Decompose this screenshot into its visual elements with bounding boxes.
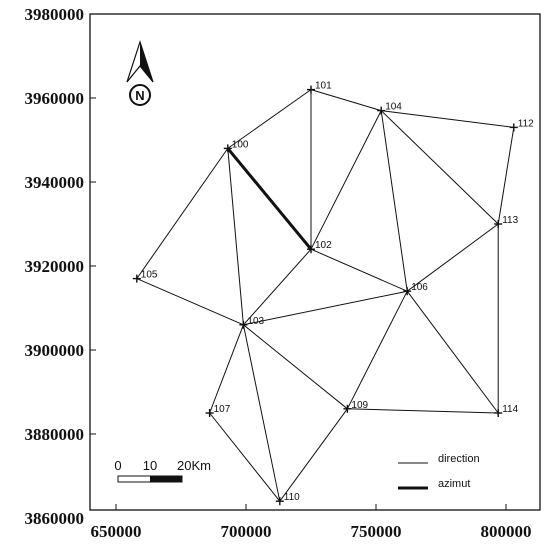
y-tick-label: 3900000	[25, 341, 85, 360]
direction-edge-106-109	[347, 291, 407, 409]
station-label: 101	[315, 81, 332, 92]
station-label: 107	[214, 404, 231, 415]
direction-edge-112-113	[498, 127, 514, 224]
north-arrow-icon: N	[127, 42, 153, 105]
x-tick-label: 750000	[351, 522, 402, 541]
station-106: 106	[403, 282, 428, 295]
stations: 100 101 102 103 104 105 106 107 109 110 112 113 114	[133, 81, 534, 506]
direction-edge-110-109	[280, 409, 348, 501]
station-label: 106	[411, 282, 428, 293]
y-axis-ticks: 3980000 3960000 3940000 3920000 3900000 38800…	[25, 5, 97, 528]
direction-edge-104-106	[381, 111, 407, 292]
direction-edge-103-109	[243, 325, 347, 409]
legend: direction azimut	[398, 453, 480, 490]
scale-label-10: 10	[143, 458, 157, 473]
x-tick-label: 800000	[481, 522, 532, 541]
station-label: 112	[518, 118, 534, 129]
y-tick-label: 3940000	[25, 173, 85, 192]
station-label: 105	[141, 270, 158, 281]
direction-edge-103-107	[210, 325, 244, 413]
direction-edge-105-103	[137, 279, 244, 325]
direction-edge-103-110	[243, 325, 279, 501]
station-label: 103	[247, 316, 264, 327]
direction-edge-104-112	[381, 111, 514, 128]
azimut-edges	[228, 148, 311, 249]
station-label: 113	[502, 215, 518, 226]
scale-label-20km: 20Km	[177, 458, 211, 473]
direction-edge-104-102	[311, 111, 381, 250]
station-107: 107	[206, 404, 231, 417]
direction-edge-103-106	[243, 291, 407, 325]
station-109: 109	[343, 400, 368, 413]
y-tick-label: 3880000	[25, 425, 85, 444]
direction-edge-101-104	[311, 90, 381, 111]
y-tick-label: 3920000	[25, 257, 85, 276]
direction-edge-102-106	[311, 249, 407, 291]
station-label: 100	[232, 139, 249, 150]
direction-edges	[137, 90, 514, 502]
legend-direction-label: direction	[438, 453, 480, 465]
legend-azimut-label: azimut	[438, 478, 470, 490]
azimut-edge-100-102	[228, 148, 311, 249]
station-100: 100	[224, 139, 249, 152]
direction-edge-104-113	[381, 111, 498, 224]
scale-bar: 0 10 20Km	[114, 458, 211, 482]
direction-edge-105-100	[137, 148, 228, 278]
y-tick-label: 3980000	[25, 5, 85, 24]
station-label: 102	[315, 240, 332, 251]
north-letter: N	[135, 88, 144, 103]
station-110: 110	[276, 492, 300, 505]
direction-edge-107-110	[210, 413, 280, 501]
station-label: 104	[385, 102, 402, 113]
direction-edge-106-114	[407, 291, 498, 413]
y-tick-label: 3860000	[25, 509, 85, 528]
station-label: 110	[284, 492, 300, 503]
y-tick-label: 3960000	[25, 89, 85, 108]
station-105: 105	[133, 270, 158, 283]
station-label: 114	[502, 404, 518, 415]
scale-label-0: 0	[114, 458, 121, 473]
station-112: 112	[510, 118, 534, 131]
x-tick-label: 700000	[221, 522, 272, 541]
direction-edge-109-114	[347, 409, 498, 413]
x-tick-label: 650000	[91, 522, 142, 541]
station-113: 113	[494, 215, 518, 228]
direction-edge-113-106	[407, 224, 498, 291]
direction-edge-100-103	[228, 148, 244, 324]
station-label: 109	[351, 400, 368, 411]
